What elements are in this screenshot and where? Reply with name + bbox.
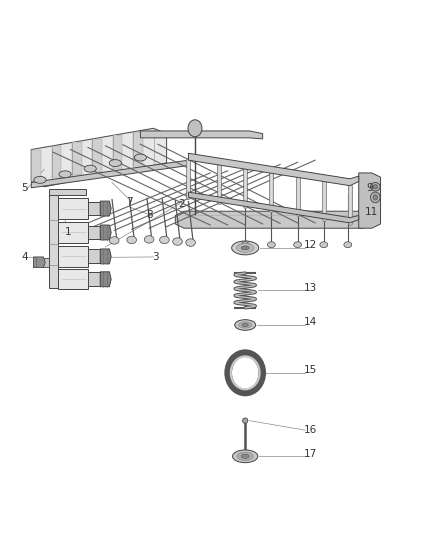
- Ellipse shape: [173, 238, 182, 245]
- Text: 7: 7: [126, 197, 133, 207]
- Ellipse shape: [110, 237, 119, 244]
- Text: 13: 13: [304, 283, 317, 293]
- Polygon shape: [359, 173, 381, 228]
- Polygon shape: [88, 225, 100, 239]
- Polygon shape: [188, 192, 359, 223]
- Ellipse shape: [320, 242, 328, 248]
- Polygon shape: [175, 211, 374, 228]
- Text: 3: 3: [152, 253, 159, 262]
- Ellipse shape: [186, 239, 195, 246]
- Polygon shape: [33, 257, 45, 268]
- Polygon shape: [100, 201, 111, 216]
- Ellipse shape: [371, 182, 380, 191]
- Ellipse shape: [233, 450, 258, 463]
- Text: 8: 8: [146, 210, 152, 220]
- Text: 11: 11: [365, 207, 378, 217]
- Ellipse shape: [127, 236, 137, 244]
- Ellipse shape: [241, 242, 249, 248]
- Ellipse shape: [371, 192, 380, 203]
- Polygon shape: [188, 154, 359, 185]
- Ellipse shape: [268, 242, 276, 248]
- Ellipse shape: [235, 320, 256, 330]
- Ellipse shape: [109, 160, 121, 166]
- Text: 5: 5: [21, 183, 28, 193]
- Polygon shape: [58, 246, 88, 266]
- Polygon shape: [133, 132, 143, 166]
- Ellipse shape: [232, 241, 259, 255]
- Polygon shape: [43, 258, 49, 266]
- Ellipse shape: [134, 154, 147, 161]
- Text: 12: 12: [304, 240, 317, 250]
- Ellipse shape: [241, 246, 249, 250]
- Ellipse shape: [237, 452, 254, 461]
- Text: 2: 2: [179, 199, 185, 209]
- Polygon shape: [88, 272, 100, 286]
- Text: 17: 17: [304, 449, 317, 458]
- Circle shape: [188, 120, 202, 137]
- Polygon shape: [88, 201, 100, 215]
- Polygon shape: [49, 189, 86, 195]
- Ellipse shape: [59, 171, 71, 177]
- Polygon shape: [113, 135, 122, 169]
- Ellipse shape: [373, 184, 378, 189]
- Polygon shape: [141, 131, 263, 139]
- Ellipse shape: [373, 195, 378, 200]
- Polygon shape: [31, 160, 188, 188]
- Text: 4: 4: [21, 253, 28, 262]
- Polygon shape: [31, 150, 41, 181]
- Polygon shape: [92, 139, 102, 172]
- Text: 9: 9: [366, 183, 373, 193]
- Ellipse shape: [242, 324, 248, 327]
- Ellipse shape: [344, 242, 352, 248]
- Polygon shape: [100, 249, 111, 264]
- Polygon shape: [72, 142, 81, 175]
- Text: 1: 1: [65, 227, 72, 237]
- Ellipse shape: [239, 322, 252, 328]
- Text: 16: 16: [304, 425, 317, 435]
- Polygon shape: [88, 249, 100, 263]
- Ellipse shape: [34, 176, 46, 183]
- Polygon shape: [58, 269, 88, 289]
- Polygon shape: [58, 198, 88, 219]
- Ellipse shape: [243, 418, 248, 423]
- Polygon shape: [58, 222, 88, 243]
- Ellipse shape: [145, 236, 154, 243]
- Ellipse shape: [241, 454, 249, 458]
- Polygon shape: [52, 146, 61, 179]
- Ellipse shape: [293, 242, 301, 248]
- Text: 14: 14: [304, 317, 317, 327]
- Polygon shape: [31, 128, 166, 187]
- Text: 15: 15: [304, 365, 317, 375]
- Ellipse shape: [159, 236, 169, 244]
- Polygon shape: [49, 195, 58, 288]
- Ellipse shape: [84, 165, 96, 172]
- Polygon shape: [100, 225, 111, 240]
- Ellipse shape: [233, 360, 257, 386]
- Polygon shape: [100, 272, 111, 287]
- Ellipse shape: [237, 244, 254, 253]
